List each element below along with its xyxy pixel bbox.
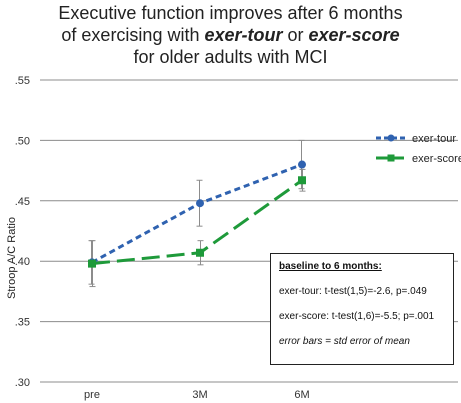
x-tick-label: 6M — [294, 389, 309, 401]
x-tick-label: 3M — [192, 389, 207, 401]
stats-heading: baseline to 6 months: — [279, 261, 382, 272]
legend-marker-exer-score — [387, 154, 395, 162]
point-exer-score — [298, 176, 306, 185]
y-tick-label: .40 — [15, 256, 30, 268]
title-emphasis-exer-tour: exer-tour — [204, 25, 283, 45]
title-line-1: Executive function improves after 6 mont… — [58, 3, 403, 23]
y-tick-label: .30 — [15, 377, 30, 389]
y-tick-label: .55 — [15, 75, 30, 87]
legend-label-exer-score: exer-score — [412, 153, 461, 165]
title-text: or — [282, 25, 309, 45]
y-tick-labels: .30 .35 .40 .45 .50 .55 — [15, 75, 30, 389]
legend-marker-exer-tour — [387, 134, 395, 142]
series-line-exer-tour — [91, 163, 303, 264]
point-exer-score — [88, 259, 96, 268]
statistics-box: baseline to 6 months: exer-tour: t-test(… — [270, 253, 454, 365]
y-axis-label: Stroop A/C Ratio — [6, 217, 18, 299]
point-exer-score — [196, 248, 204, 257]
title-emphasis-exer-score: exer-score — [308, 25, 400, 45]
title-line-3: for older adults with MCI — [133, 47, 328, 67]
stats-exer-tour: exer-tour: t-test(1,5)=-2.6, p=.049 — [279, 286, 427, 297]
y-tick-label: .35 — [15, 317, 30, 329]
point-exer-tour — [196, 199, 204, 208]
chart-title: Executive function improves after 6 mont… — [0, 2, 461, 68]
y-tick-label: .50 — [15, 135, 30, 147]
x-tick-label: pre — [84, 389, 100, 401]
title-line-2: of exercising with exer-tour or exer-sco… — [0, 24, 461, 46]
legend-label-exer-tour: exer-tour — [412, 133, 456, 145]
stats-exer-score: exer-score: t-test(1,6)=-5.5; p=.001 — [279, 311, 435, 322]
legend: exer-tour exer-score — [376, 133, 461, 165]
point-exer-tour — [298, 160, 306, 169]
series-markers — [88, 160, 306, 268]
x-tick-labels: pre 3M 6M — [84, 389, 310, 401]
y-tick-label: .45 — [15, 196, 30, 208]
title-text: of exercising with — [61, 25, 205, 45]
stats-note: error bars = std error of mean — [279, 336, 410, 347]
